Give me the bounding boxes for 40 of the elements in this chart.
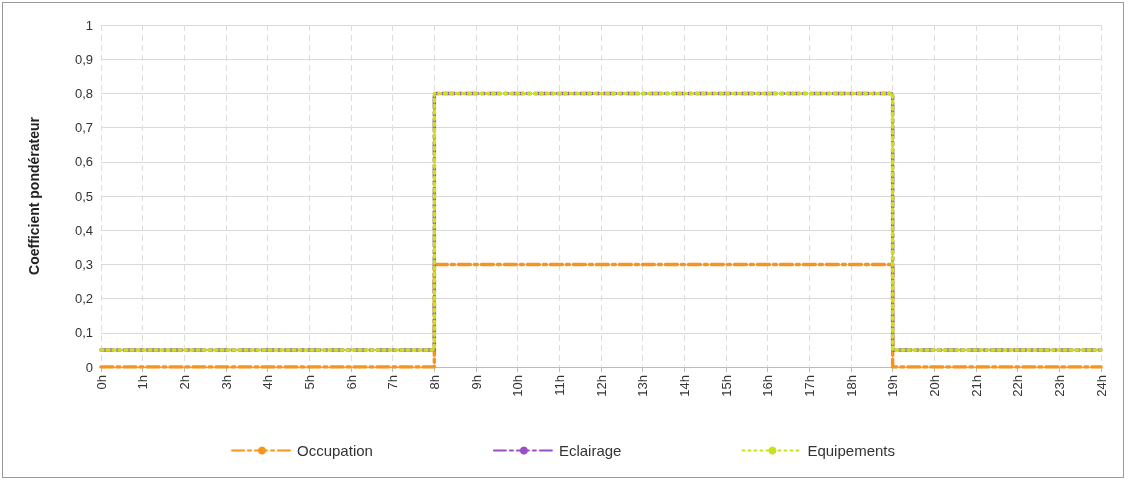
x-tick-label: 8h bbox=[426, 375, 442, 390]
y-tick-label: 0,1 bbox=[74, 325, 93, 341]
x-tick-label: 4h bbox=[260, 375, 276, 390]
y-tick-label: 0,8 bbox=[74, 85, 93, 101]
x-tick-label: 13h bbox=[635, 375, 651, 397]
x-tick-label: 17h bbox=[801, 375, 817, 397]
legend-label: Occupation bbox=[297, 442, 373, 459]
x-tick-label: 0h bbox=[93, 375, 109, 390]
x-tick-label: 5h bbox=[301, 375, 317, 390]
y-tick-label: 0 bbox=[85, 359, 93, 375]
x-tick-label: 2h bbox=[176, 375, 192, 390]
y-tick-label: 0,4 bbox=[74, 222, 93, 238]
x-tick-label: 14h bbox=[676, 375, 692, 397]
x-tick-label: 23h bbox=[1051, 375, 1067, 397]
y-tick-label: 0,9 bbox=[74, 51, 93, 67]
x-tick-label: 21h bbox=[968, 375, 984, 397]
y-tick-label: 0,7 bbox=[74, 120, 93, 136]
x-tick-label: 20h bbox=[926, 375, 942, 397]
x-tick-label: 22h bbox=[1010, 375, 1026, 397]
legend-label: Eclairage bbox=[558, 442, 622, 459]
x-tick-label: 16h bbox=[760, 375, 776, 397]
x-tick-label: 19h bbox=[885, 375, 901, 397]
y-tick-label: 0,5 bbox=[74, 188, 93, 204]
x-tick-label: 24h bbox=[1093, 375, 1109, 397]
y-axis-title: Coefficient pondérateur bbox=[26, 116, 42, 275]
legend-label: Equipements bbox=[807, 442, 895, 459]
y-tick-label: 0,6 bbox=[74, 154, 93, 170]
x-tick-label: 6h bbox=[343, 375, 359, 390]
y-tick-label: 0,2 bbox=[74, 291, 93, 307]
x-tick-label: 1h bbox=[135, 375, 151, 390]
x-tick-label: 7h bbox=[385, 375, 401, 390]
x-tick-label: 9h bbox=[468, 375, 484, 390]
x-tick-label: 18h bbox=[843, 375, 859, 397]
x-tick-label: 11h bbox=[551, 375, 567, 396]
x-tick-label: 10h bbox=[510, 375, 526, 397]
x-tick-label: 3h bbox=[218, 375, 234, 390]
y-tick-label: 0,3 bbox=[74, 256, 93, 272]
x-tick-label: 15h bbox=[718, 375, 734, 397]
y-tick-label: 1 bbox=[85, 17, 93, 33]
x-tick-label: 12h bbox=[593, 375, 609, 397]
